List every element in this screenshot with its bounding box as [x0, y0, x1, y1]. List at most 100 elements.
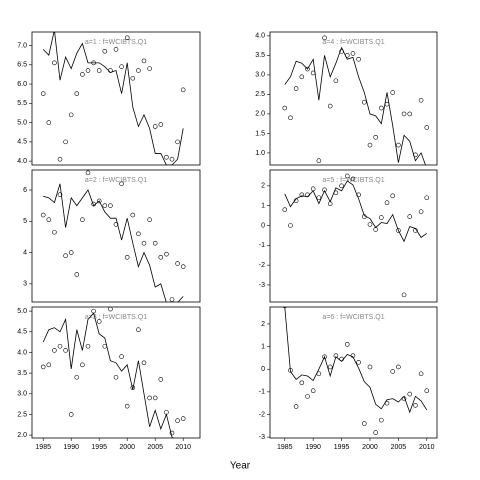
- point: [333, 190, 339, 196]
- point: [293, 86, 299, 91]
- panel-title: a=4 : f=WCIBTS.Q1: [322, 39, 384, 46]
- y-tick-label: 4.5: [17, 139, 27, 146]
- point: [310, 70, 316, 76]
- point: [40, 364, 46, 370]
- point: [164, 154, 169, 160]
- point: [108, 307, 113, 312]
- point: [356, 57, 361, 62]
- point: [96, 68, 102, 73]
- point: [350, 176, 356, 182]
- point: [113, 374, 119, 380]
- y-tick-label: 2.5: [17, 411, 27, 418]
- point: [130, 385, 136, 390]
- point: [310, 186, 316, 192]
- x-axis-label: Year: [230, 461, 251, 472]
- point: [322, 187, 327, 193]
- y-tick-label: 7.0: [17, 42, 27, 49]
- point: [282, 105, 288, 111]
- point: [384, 400, 390, 406]
- point: [124, 254, 130, 260]
- point: [299, 380, 305, 386]
- point: [396, 228, 401, 233]
- point: [373, 227, 378, 232]
- point: [316, 195, 322, 201]
- point: [384, 200, 390, 206]
- panel-title: a=3 : f=WCIBTS.Q1: [85, 314, 147, 321]
- point: [373, 135, 378, 140]
- y-tick-label: 1: [261, 203, 265, 210]
- point: [96, 198, 102, 204]
- y-tick-label: 2: [261, 183, 265, 190]
- point: [52, 229, 57, 235]
- panel-title: a=1 : f=WCIBTS.Q1: [85, 39, 147, 46]
- point: [141, 58, 147, 64]
- panel: a=4 : f=WCIBTS.Q1 1.0 1.5 2.0 2.5 3.0 3.5 4.0: [255, 31, 438, 166]
- point: [85, 68, 91, 73]
- point: [390, 193, 395, 199]
- point: [327, 364, 333, 370]
- panel: a=6 : f=WCIBTS.Q1 -3 -2 -1 0 1 2 1985 1990 1995 20…: [259, 306, 438, 451]
- y-tick-label: 4.5: [17, 329, 27, 336]
- point: [175, 139, 180, 145]
- panel-frame: [269, 306, 438, 439]
- point: [147, 66, 152, 71]
- plot-area: [282, 35, 430, 165]
- point: [113, 47, 119, 52]
- point: [164, 410, 169, 415]
- point: [91, 308, 96, 314]
- point: [305, 394, 310, 399]
- point: [119, 181, 124, 187]
- y-tick-label: -1: [259, 389, 265, 396]
- point: [68, 412, 74, 417]
- point: [119, 64, 124, 69]
- point: [74, 374, 80, 380]
- point: [396, 142, 401, 148]
- point: [91, 201, 96, 207]
- point: [124, 35, 130, 41]
- point: [413, 152, 418, 158]
- point: [401, 111, 407, 117]
- y-tick-label: 5.5: [17, 100, 27, 107]
- point: [147, 217, 152, 223]
- point: [407, 391, 413, 397]
- point: [169, 430, 175, 436]
- y-tick-label: 5.0: [17, 308, 27, 315]
- x-tick-label: 1995: [91, 444, 107, 451]
- point: [52, 348, 57, 353]
- point: [180, 264, 186, 269]
- point: [327, 201, 333, 206]
- point: [305, 192, 310, 198]
- y-tick-label: 3.5: [255, 52, 265, 59]
- point: [141, 360, 147, 366]
- series-line: [42, 32, 184, 165]
- point: [413, 403, 418, 408]
- point: [390, 369, 395, 374]
- point: [361, 421, 367, 426]
- point: [322, 354, 327, 360]
- point: [293, 404, 299, 409]
- point: [85, 170, 91, 176]
- point: [339, 49, 344, 54]
- point: [57, 156, 63, 162]
- panel-frame: [31, 169, 201, 303]
- point: [344, 53, 350, 58]
- y-tick-label: 4.0: [255, 33, 265, 40]
- y-tick-label: 4.0: [17, 349, 27, 356]
- point: [40, 91, 46, 96]
- panel-frame: [31, 31, 201, 166]
- y-tick-label: -2: [259, 411, 265, 418]
- x-tick-label: 1985: [35, 444, 51, 451]
- x-tick-label: 2005: [147, 444, 163, 451]
- point: [175, 261, 180, 266]
- point: [418, 209, 424, 214]
- point: [350, 51, 356, 56]
- point: [379, 215, 384, 220]
- plot-area: [282, 173, 430, 298]
- point: [57, 343, 63, 349]
- point: [310, 388, 316, 394]
- point: [130, 75, 136, 81]
- panel: a=2 : f=WCIBTS.Q1 3 4 5 6: [23, 169, 201, 303]
- point: [158, 377, 164, 382]
- point: [367, 364, 373, 370]
- point: [327, 103, 333, 109]
